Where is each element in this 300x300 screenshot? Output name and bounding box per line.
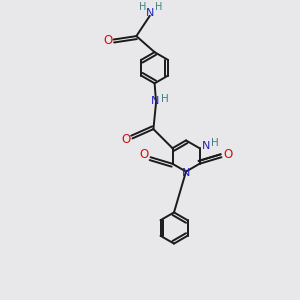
Text: O: O [122,134,131,146]
Text: H: H [211,138,219,148]
Text: O: O [224,148,233,161]
Text: N: N [202,141,210,151]
Text: O: O [103,34,112,47]
Text: N: N [146,8,154,18]
Text: N: N [150,96,159,106]
Text: H: H [155,2,163,12]
Text: H: H [140,2,147,12]
Text: H: H [160,94,168,104]
Text: O: O [139,148,148,161]
Text: N: N [182,168,190,178]
